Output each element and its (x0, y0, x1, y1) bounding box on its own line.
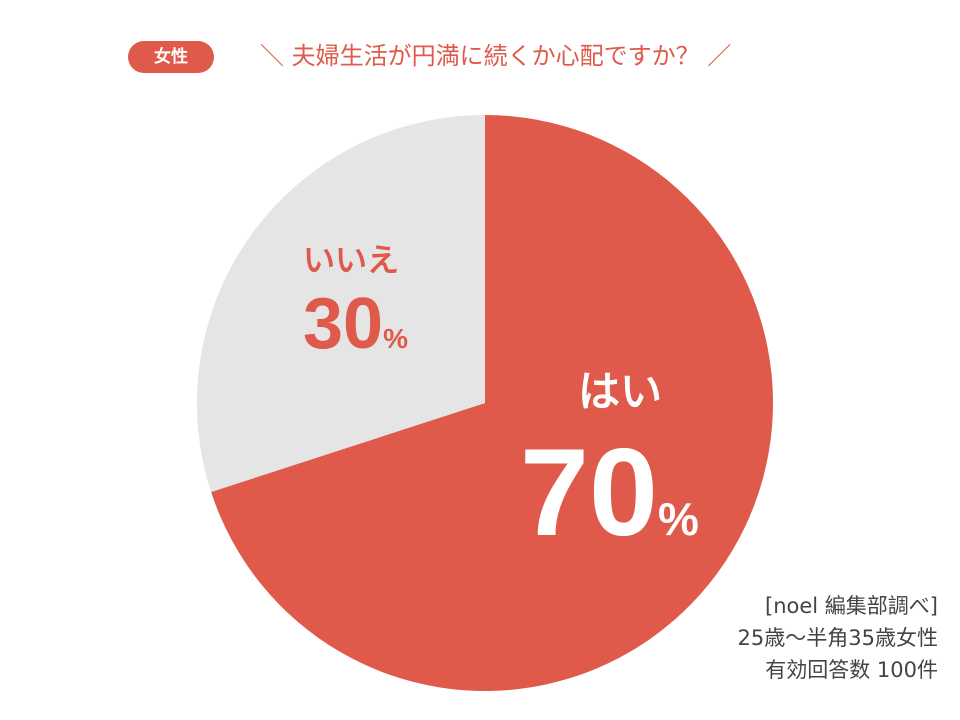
source-line-count: 有効回答数 100件 (765, 658, 938, 682)
slice-label-no: いいえ (303, 241, 400, 279)
chart-title: ＼ 夫婦生活が円満に続くか心配ですか？ ／ (260, 42, 732, 70)
slice-value-no-number: 30 (303, 284, 384, 364)
source-note: [noel 編集部調べ] 25歳〜半角35歳女性 有効回答数 100件 (738, 590, 938, 686)
slice-value-yes-number: 70 (520, 424, 658, 562)
slice-value-yes-unit: % (657, 493, 699, 545)
source-line-survey: [noel 編集部調べ] (765, 594, 938, 618)
pie-slice-no (196, 115, 485, 492)
pie-slice-yes (211, 115, 774, 691)
slice-label-yes: はい (578, 367, 663, 416)
slice-value-no: 30% (303, 284, 408, 384)
gender-badge: 女性 (128, 41, 214, 73)
source-line-respondents: 25歳〜半角35歳女性 (737, 626, 938, 650)
slice-value-yes: 70% (520, 428, 699, 596)
slice-value-no-unit: % (383, 323, 408, 354)
